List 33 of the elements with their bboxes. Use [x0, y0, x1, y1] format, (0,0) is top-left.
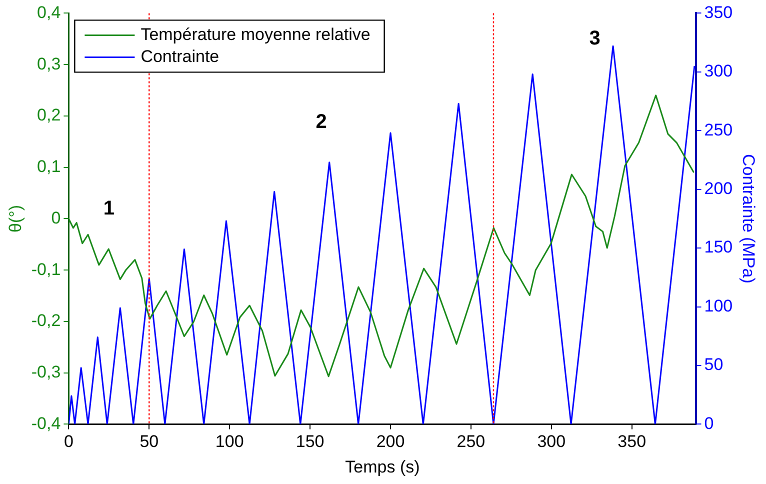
y-tick-label: 0	[51, 208, 61, 228]
x-tick-label: 200	[376, 432, 405, 452]
y2-tick-label: 300	[704, 62, 733, 81]
y-tick-label: 0,4	[37, 2, 61, 22]
legend-label: Température moyenne relative	[140, 24, 370, 44]
x-tick-label: 100	[215, 432, 244, 452]
legend-label: Contrainte	[140, 46, 220, 66]
x-tick-label: 250	[456, 432, 486, 452]
x-axis-title: Temps (s)	[345, 457, 420, 476]
y2-tick-label: 50	[704, 355, 724, 374]
y2-tick-label: 350	[704, 2, 733, 22]
x-tick-label: 0	[64, 432, 74, 452]
y-tick-label: 0,2	[37, 106, 61, 125]
y-tick-label: -0,1	[31, 260, 61, 279]
y-tick-label: 0,3	[37, 54, 61, 74]
y-tick-label: -0,3	[31, 362, 61, 382]
y2-tick-label: 100	[704, 296, 733, 316]
annotation: 1	[103, 198, 114, 220]
y2-tick-label: 150	[704, 238, 733, 257]
y2-tick-label: 250	[704, 120, 733, 140]
x-tick-label: 50	[140, 432, 159, 452]
y2-tick-label: 0	[704, 414, 714, 433]
y-tick-label: 0,1	[37, 157, 61, 176]
y-tick-label: -0,4	[31, 414, 61, 433]
y-tick-label: -0,2	[31, 311, 61, 330]
y2-axis-title: Contrainte (MPa)	[739, 154, 758, 284]
x-tick-label: 350	[618, 432, 646, 452]
x-tick-label: 150	[296, 432, 324, 452]
y-axis-title: θ(°)	[6, 204, 25, 232]
annotation: 3	[589, 28, 600, 50]
annotation: 2	[316, 110, 327, 133]
y2-tick-label: 200	[704, 179, 733, 198]
x-tick-label: 300	[537, 432, 566, 452]
